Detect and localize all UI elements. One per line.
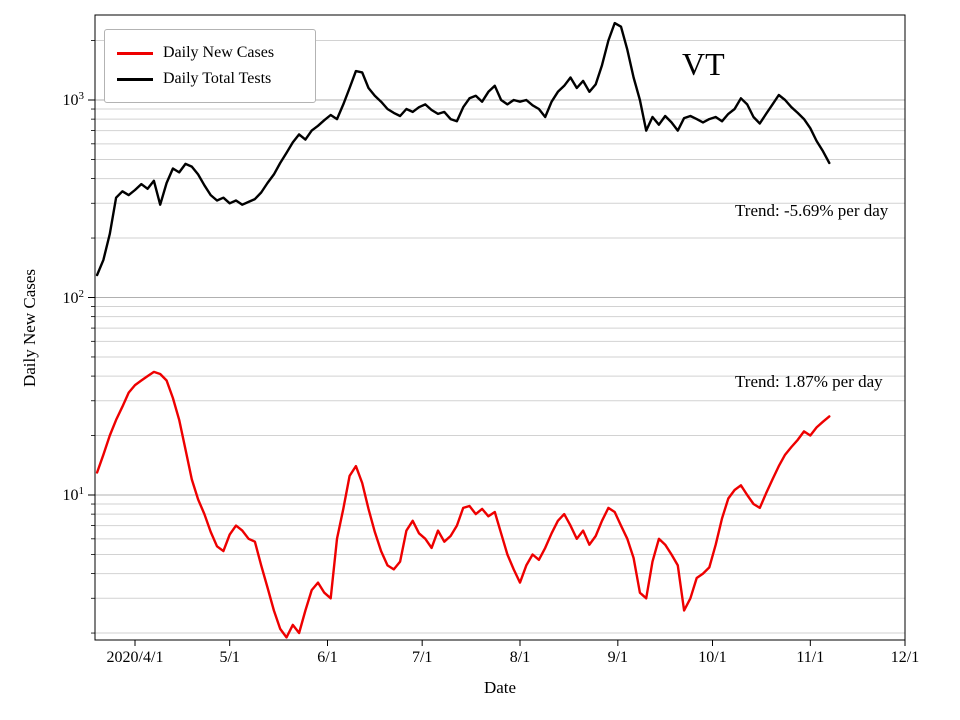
legend-item-daily-total-tests: Daily Total Tests [117, 66, 303, 92]
x-tick-label: 2020/4/1 [106, 649, 164, 666]
x-tick-label: 7/1 [411, 649, 433, 666]
x-tick-label: 12/1 [890, 649, 920, 666]
x-tick-label: 5/1 [219, 649, 240, 666]
legend-label-daily-new-cases: Daily New Cases [163, 44, 275, 61]
daily-new-cases-line [95, 370, 831, 639]
legend-label-daily-total-tests: Daily Total Tests [163, 70, 272, 87]
trend-annotation-cases: Trend: 1.87% per day [735, 372, 883, 391]
x-tick-label: 6/1 [317, 649, 338, 666]
x-tick-label: 8/1 [509, 649, 531, 666]
red-line-swatch-icon [117, 51, 153, 55]
trend-annotation-tests: Trend: -5.69% per day [735, 201, 889, 220]
x-axis-label: Date [483, 678, 517, 697]
x-tick-label: 10/1 [698, 649, 727, 666]
y-tick-label: 102 [62, 287, 85, 307]
y-tick-label: 103 [62, 89, 85, 110]
y-axis-label: Daily New Cases [20, 268, 39, 388]
legend: Daily New Cases Daily Total Tests [104, 29, 316, 103]
plot-border [94, 14, 906, 641]
x-tick-label: 11/1 [796, 649, 825, 666]
chart-title: VT [682, 46, 725, 82]
black-line-swatch-icon [117, 77, 153, 81]
y-tick-label: 101 [62, 484, 85, 505]
daily-total-tests-line [95, 21, 831, 277]
x-tick-label: 9/1 [607, 649, 629, 666]
legend-item-daily-new-cases: Daily New Cases [117, 40, 303, 66]
